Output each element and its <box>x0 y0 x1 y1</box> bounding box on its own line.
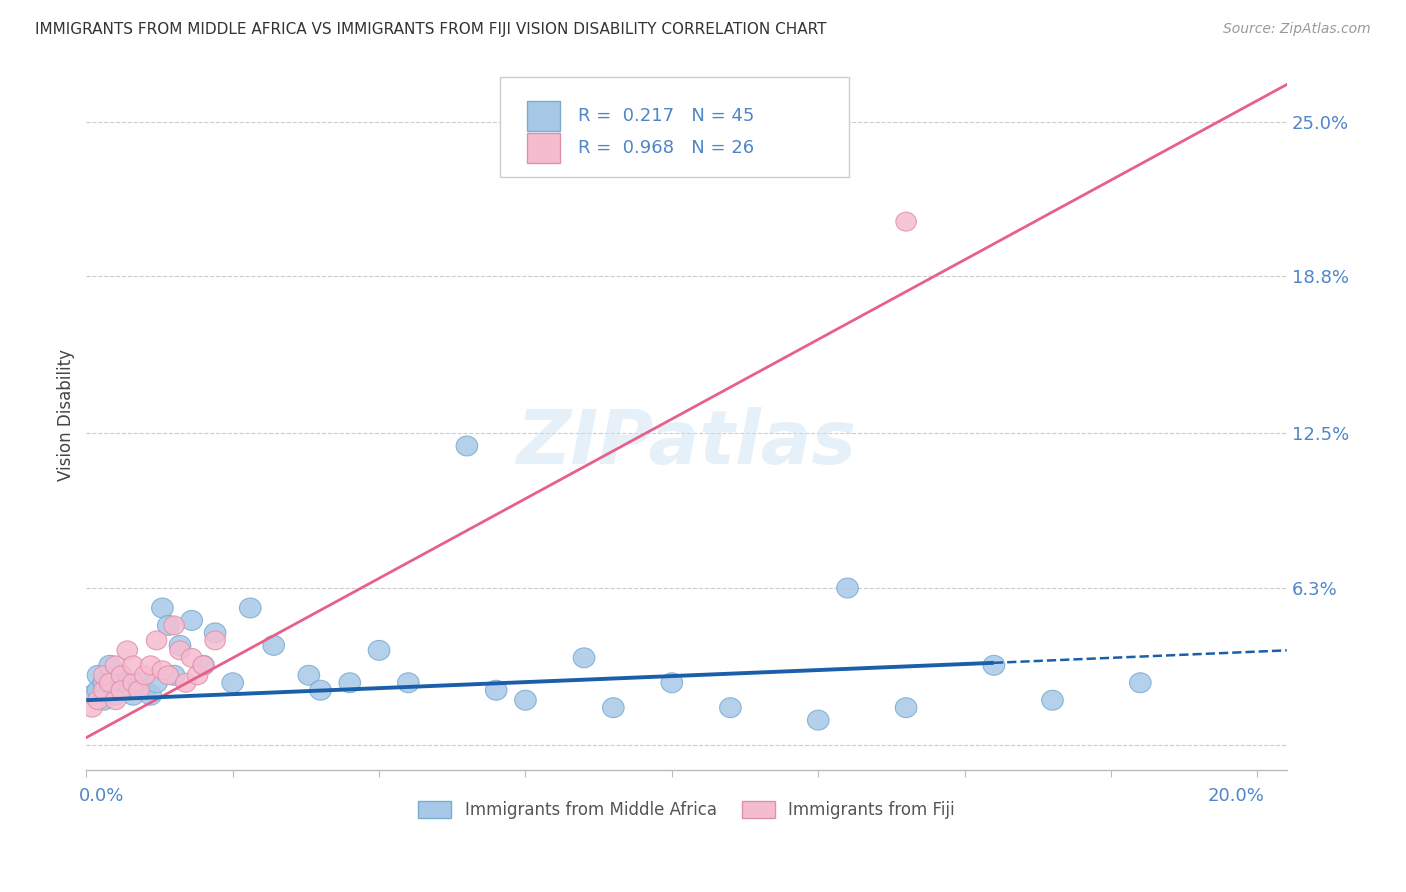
Ellipse shape <box>205 631 225 650</box>
Ellipse shape <box>152 661 173 680</box>
Ellipse shape <box>94 665 114 685</box>
Ellipse shape <box>82 698 103 717</box>
Ellipse shape <box>117 673 138 693</box>
Ellipse shape <box>98 681 121 700</box>
Ellipse shape <box>157 665 179 685</box>
Ellipse shape <box>141 685 162 706</box>
Legend: Immigrants from Middle Africa, Immigrants from Fiji: Immigrants from Middle Africa, Immigrant… <box>412 794 962 826</box>
Text: ZIPatlas: ZIPatlas <box>516 407 856 480</box>
Ellipse shape <box>98 656 121 675</box>
Ellipse shape <box>1129 673 1152 693</box>
Ellipse shape <box>117 641 138 660</box>
Ellipse shape <box>122 656 143 674</box>
Ellipse shape <box>111 665 132 685</box>
Ellipse shape <box>896 212 917 231</box>
Ellipse shape <box>896 698 917 718</box>
Ellipse shape <box>165 616 184 635</box>
Ellipse shape <box>87 681 108 700</box>
Ellipse shape <box>339 673 360 693</box>
Ellipse shape <box>157 615 179 635</box>
Text: R =  0.968   N = 26: R = 0.968 N = 26 <box>578 138 755 157</box>
Text: R =  0.217   N = 45: R = 0.217 N = 45 <box>578 107 755 125</box>
Ellipse shape <box>263 635 284 656</box>
FancyBboxPatch shape <box>527 133 561 162</box>
Ellipse shape <box>170 641 190 660</box>
Ellipse shape <box>105 670 127 690</box>
Ellipse shape <box>128 673 150 693</box>
Ellipse shape <box>105 656 125 674</box>
Ellipse shape <box>146 673 167 693</box>
Ellipse shape <box>1042 690 1063 710</box>
Ellipse shape <box>122 673 143 692</box>
Ellipse shape <box>122 685 143 706</box>
Ellipse shape <box>82 685 103 706</box>
Ellipse shape <box>141 656 160 674</box>
Ellipse shape <box>368 640 389 660</box>
Ellipse shape <box>163 665 186 685</box>
Ellipse shape <box>661 673 683 693</box>
Text: IMMIGRANTS FROM MIDDLE AFRICA VS IMMIGRANTS FROM FIJI VISION DISABILITY CORRELAT: IMMIGRANTS FROM MIDDLE AFRICA VS IMMIGRA… <box>35 22 827 37</box>
Ellipse shape <box>398 673 419 693</box>
Ellipse shape <box>93 690 115 710</box>
Text: Source: ZipAtlas.com: Source: ZipAtlas.com <box>1223 22 1371 37</box>
Ellipse shape <box>111 665 132 685</box>
Ellipse shape <box>93 673 115 693</box>
Ellipse shape <box>100 673 120 692</box>
Ellipse shape <box>485 681 508 700</box>
Ellipse shape <box>146 631 167 650</box>
Ellipse shape <box>94 681 114 699</box>
Ellipse shape <box>239 598 262 618</box>
Ellipse shape <box>181 648 202 667</box>
Text: 0.0%: 0.0% <box>79 787 125 805</box>
Ellipse shape <box>222 673 243 693</box>
Ellipse shape <box>181 610 202 631</box>
Ellipse shape <box>193 656 214 674</box>
Ellipse shape <box>111 681 132 700</box>
Ellipse shape <box>176 673 195 692</box>
Y-axis label: Vision Disability: Vision Disability <box>58 349 75 481</box>
Ellipse shape <box>193 656 214 675</box>
Ellipse shape <box>87 690 108 710</box>
Text: 20.0%: 20.0% <box>1208 787 1264 805</box>
Ellipse shape <box>129 681 149 699</box>
Ellipse shape <box>574 648 595 668</box>
Ellipse shape <box>169 635 191 656</box>
Ellipse shape <box>837 578 858 598</box>
Ellipse shape <box>105 690 125 710</box>
Ellipse shape <box>134 681 156 700</box>
Ellipse shape <box>111 681 132 699</box>
Ellipse shape <box>152 598 173 618</box>
Ellipse shape <box>87 665 108 685</box>
Ellipse shape <box>298 665 319 685</box>
Ellipse shape <box>720 698 741 718</box>
Ellipse shape <box>105 685 127 706</box>
FancyBboxPatch shape <box>501 78 849 177</box>
Ellipse shape <box>204 623 226 643</box>
Ellipse shape <box>135 665 155 685</box>
Ellipse shape <box>807 710 830 730</box>
Ellipse shape <box>187 665 208 685</box>
Ellipse shape <box>603 698 624 718</box>
Ellipse shape <box>309 681 332 700</box>
Ellipse shape <box>983 656 1005 675</box>
Ellipse shape <box>515 690 536 710</box>
Ellipse shape <box>456 436 478 456</box>
FancyBboxPatch shape <box>527 101 561 130</box>
